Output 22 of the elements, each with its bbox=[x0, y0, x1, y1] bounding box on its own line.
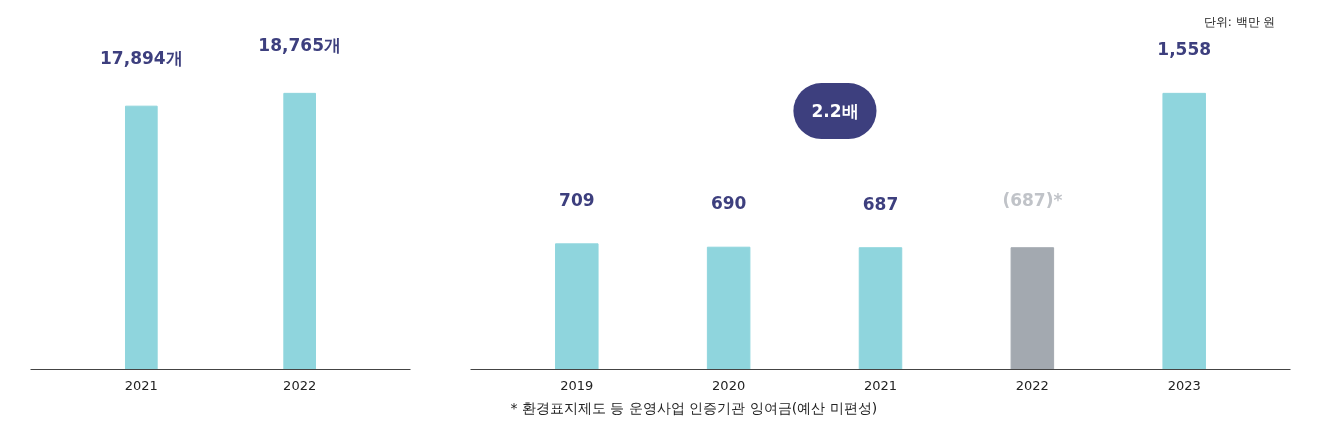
data-label: 709 bbox=[559, 189, 595, 210]
x-tick-label: 2021 bbox=[124, 377, 158, 393]
bar bbox=[555, 243, 599, 370]
x-tick-label: 2022 bbox=[1015, 377, 1049, 393]
text: 단위: 백만 원 bbox=[1203, 14, 1276, 29]
data-label: (687)* bbox=[1002, 189, 1063, 210]
data-label: 687 bbox=[862, 193, 899, 214]
x-tick-label: 2022 bbox=[283, 377, 317, 393]
data-label: 17,894개 bbox=[100, 48, 183, 69]
data-label: 690 bbox=[710, 193, 747, 214]
text: * 환경표지제도 등 운영사업 인증기관 잉여금(예산 미편성) bbox=[510, 399, 878, 416]
bar bbox=[858, 247, 903, 370]
x-tick-label: 2020 bbox=[712, 377, 746, 393]
bar bbox=[1162, 92, 1206, 370]
bar bbox=[1010, 247, 1055, 370]
data-label: 1,558 bbox=[1157, 39, 1212, 60]
x-tick-label: 2019 bbox=[560, 377, 594, 393]
annotation: 2.2배 bbox=[811, 101, 859, 122]
x-tick-label: 2023 bbox=[1167, 377, 1201, 393]
bar bbox=[706, 246, 751, 370]
data-label: 18,765개 bbox=[258, 35, 341, 56]
x-tick-label: 2021 bbox=[863, 377, 898, 393]
